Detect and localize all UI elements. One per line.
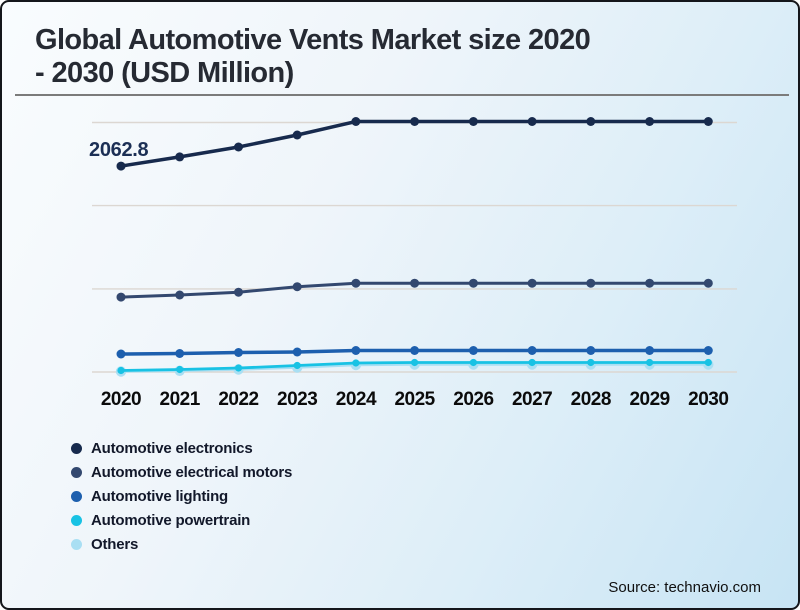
series-point: [351, 346, 361, 355]
chart-title: Global Automotive Vents Market size 2020…: [35, 24, 775, 90]
series-point: [411, 358, 419, 367]
x-tick-2024: 2024: [335, 389, 377, 410]
legend-item: Automotive electrical motors: [71, 460, 292, 484]
series-point: [234, 287, 243, 297]
legend-dot-icon: [71, 490, 82, 502]
legend-dot-icon: [71, 514, 82, 526]
series-point: [527, 278, 537, 288]
x-tick-2021: 2021: [159, 389, 201, 410]
series-line: [119, 119, 711, 168]
legend-dot-icon: [71, 442, 82, 454]
series-point: [116, 161, 126, 171]
series-point: [410, 278, 420, 288]
series-point: [468, 278, 478, 288]
series-point: [410, 346, 420, 355]
x-tick-2026: 2026: [453, 389, 494, 410]
series-point: [410, 117, 420, 126]
x-tick-2022: 2022: [218, 389, 259, 410]
legend-dot-icon: [71, 538, 82, 550]
series-point: [645, 117, 655, 126]
series-point: [352, 359, 360, 367]
x-tick-2027: 2027: [511, 389, 553, 410]
series-point: [527, 346, 537, 355]
data-label-electronics-2020: 2062.8: [89, 139, 149, 161]
x-tick-2020: 2020: [100, 389, 142, 410]
series-point: [468, 117, 478, 126]
series-point: [646, 358, 654, 367]
legend-dot-icon: [71, 466, 82, 478]
legend-label: Automotive powertrain: [91, 511, 251, 529]
legend-item: Automotive electronics: [71, 436, 292, 460]
title-divider: [15, 94, 789, 96]
series-point: [468, 346, 478, 355]
chart-legend: Automotive electronics Automotive electri…: [71, 436, 292, 556]
x-tick-2030: 2030: [688, 389, 729, 410]
series-point: [645, 278, 655, 288]
x-tick-2023: 2023: [277, 389, 318, 410]
x-axis-labels: 2020 2021 2022 2023 2024 2025 2026 2027 2028 2029…: [2, 389, 798, 415]
source-credit: Source: technavio.com: [608, 579, 761, 596]
x-tick-2028: 2028: [570, 389, 612, 410]
legend-item: Automotive powertrain: [71, 508, 292, 532]
series-point: [234, 364, 243, 372]
series-point: [704, 358, 712, 367]
series-point: [175, 152, 185, 162]
legend-label: Automotive electrical motors: [91, 463, 293, 481]
series-point: [175, 290, 185, 300]
legend-item: Automotive lighting: [71, 484, 292, 508]
legend-label: Automotive lighting: [91, 487, 229, 505]
series-point: [293, 361, 301, 370]
chart-title-line-2: - 2030 (USD Million): [35, 57, 294, 89]
series-point: [175, 349, 185, 358]
series-point: [586, 117, 596, 126]
series-point: [116, 349, 126, 359]
series-point: [351, 117, 361, 126]
x-tick-2025: 2025: [394, 389, 435, 410]
legend-label: Automotive electronics: [91, 439, 253, 457]
series-point: [586, 346, 596, 355]
series-point: [234, 348, 243, 357]
series-point: [292, 347, 302, 357]
x-tick-2029: 2029: [629, 389, 670, 410]
series-point: [587, 358, 595, 367]
series-point: [351, 278, 361, 288]
series-point: [703, 117, 713, 126]
series-point: [292, 282, 302, 292]
series-point: [469, 358, 477, 367]
series-point: [292, 130, 302, 140]
series-point: [703, 346, 713, 355]
series-point: [586, 278, 596, 288]
chart-title-line-1: Global Automotive Vents Market size 2020: [35, 24, 591, 56]
series-point: [527, 117, 537, 126]
series-point: [645, 346, 655, 355]
series-point: [116, 292, 126, 302]
series-point: [528, 358, 536, 367]
series-point: [117, 366, 125, 375]
legend-item: Others: [71, 532, 292, 556]
series-point: [703, 278, 713, 288]
legend-label: Others: [91, 535, 139, 553]
series-point: [176, 365, 184, 374]
series-point: [234, 142, 243, 152]
